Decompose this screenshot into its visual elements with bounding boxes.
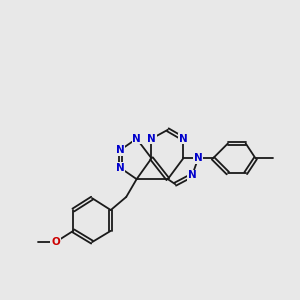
Text: N: N <box>188 170 197 180</box>
Text: N: N <box>116 163 125 173</box>
Text: N: N <box>194 153 203 163</box>
Text: O: O <box>51 237 60 247</box>
Text: N: N <box>132 134 141 144</box>
Text: N: N <box>179 134 188 144</box>
Text: N: N <box>147 134 156 144</box>
Text: N: N <box>116 145 125 155</box>
